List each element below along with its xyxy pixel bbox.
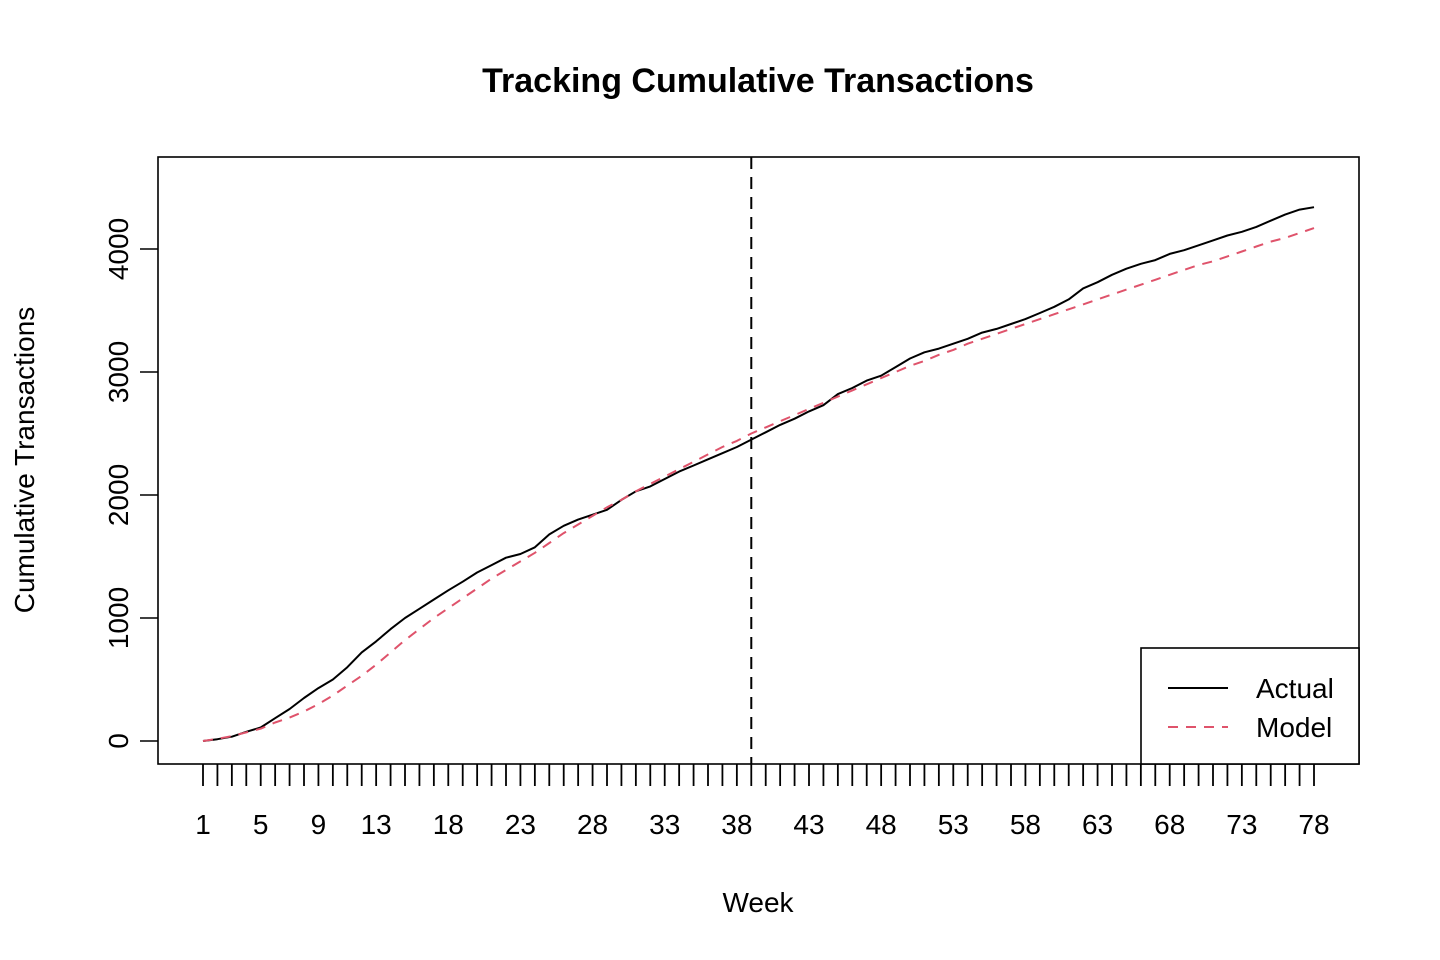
legend: Actual Model bbox=[1140, 647, 1360, 765]
x-tick-label-9: 43 bbox=[793, 809, 824, 840]
x-tick-label-2: 9 bbox=[311, 809, 327, 840]
y-tick-label-4: 4000 bbox=[103, 218, 134, 280]
legend-label-model: Model bbox=[1256, 712, 1332, 743]
legend-box bbox=[1140, 647, 1360, 765]
x-axis: 1 5 9 13 18 23 28 33 38 43 48 53 58 63 68 73 78 bbox=[195, 764, 1330, 840]
x-tick-label-5: 23 bbox=[505, 809, 536, 840]
x-tick-label-15: 73 bbox=[1226, 809, 1257, 840]
y-tick-label-3: 3000 bbox=[103, 341, 134, 403]
x-tick-label-16: 78 bbox=[1298, 809, 1329, 840]
x-tick-label-8: 38 bbox=[721, 809, 752, 840]
x-tick-label-1: 5 bbox=[253, 809, 269, 840]
x-tick-label-11: 53 bbox=[938, 809, 969, 840]
series-line-actual bbox=[202, 206, 1315, 742]
chart-title: Tracking Cumulative Transactions bbox=[482, 62, 1034, 100]
x-tick-label-13: 63 bbox=[1082, 809, 1113, 840]
y-tick-label-0: 0 bbox=[103, 733, 134, 749]
x-tick-label-7: 33 bbox=[649, 809, 680, 840]
x-axis-label: Week bbox=[722, 887, 794, 918]
plot-area-border bbox=[157, 156, 1360, 765]
y-axis-label: Cumulative Transactions bbox=[9, 307, 40, 614]
x-tick-label-3: 13 bbox=[361, 809, 392, 840]
x-tick-label-14: 68 bbox=[1154, 809, 1185, 840]
x-tick-label-10: 48 bbox=[866, 809, 897, 840]
y-tick-label-1: 1000 bbox=[103, 587, 134, 649]
series-line-model bbox=[202, 227, 1315, 742]
legend-label-actual: Actual bbox=[1256, 673, 1334, 704]
x-tick-label-12: 58 bbox=[1010, 809, 1041, 840]
y-axis: 0 1000 2000 3000 4000 bbox=[103, 218, 158, 749]
series-layer bbox=[202, 206, 1315, 742]
y-tick-label-2: 2000 bbox=[103, 464, 134, 526]
x-tick-label-0: 1 bbox=[195, 809, 211, 840]
x-tick-label-6: 28 bbox=[577, 809, 608, 840]
x-tick-label-4: 18 bbox=[433, 809, 464, 840]
